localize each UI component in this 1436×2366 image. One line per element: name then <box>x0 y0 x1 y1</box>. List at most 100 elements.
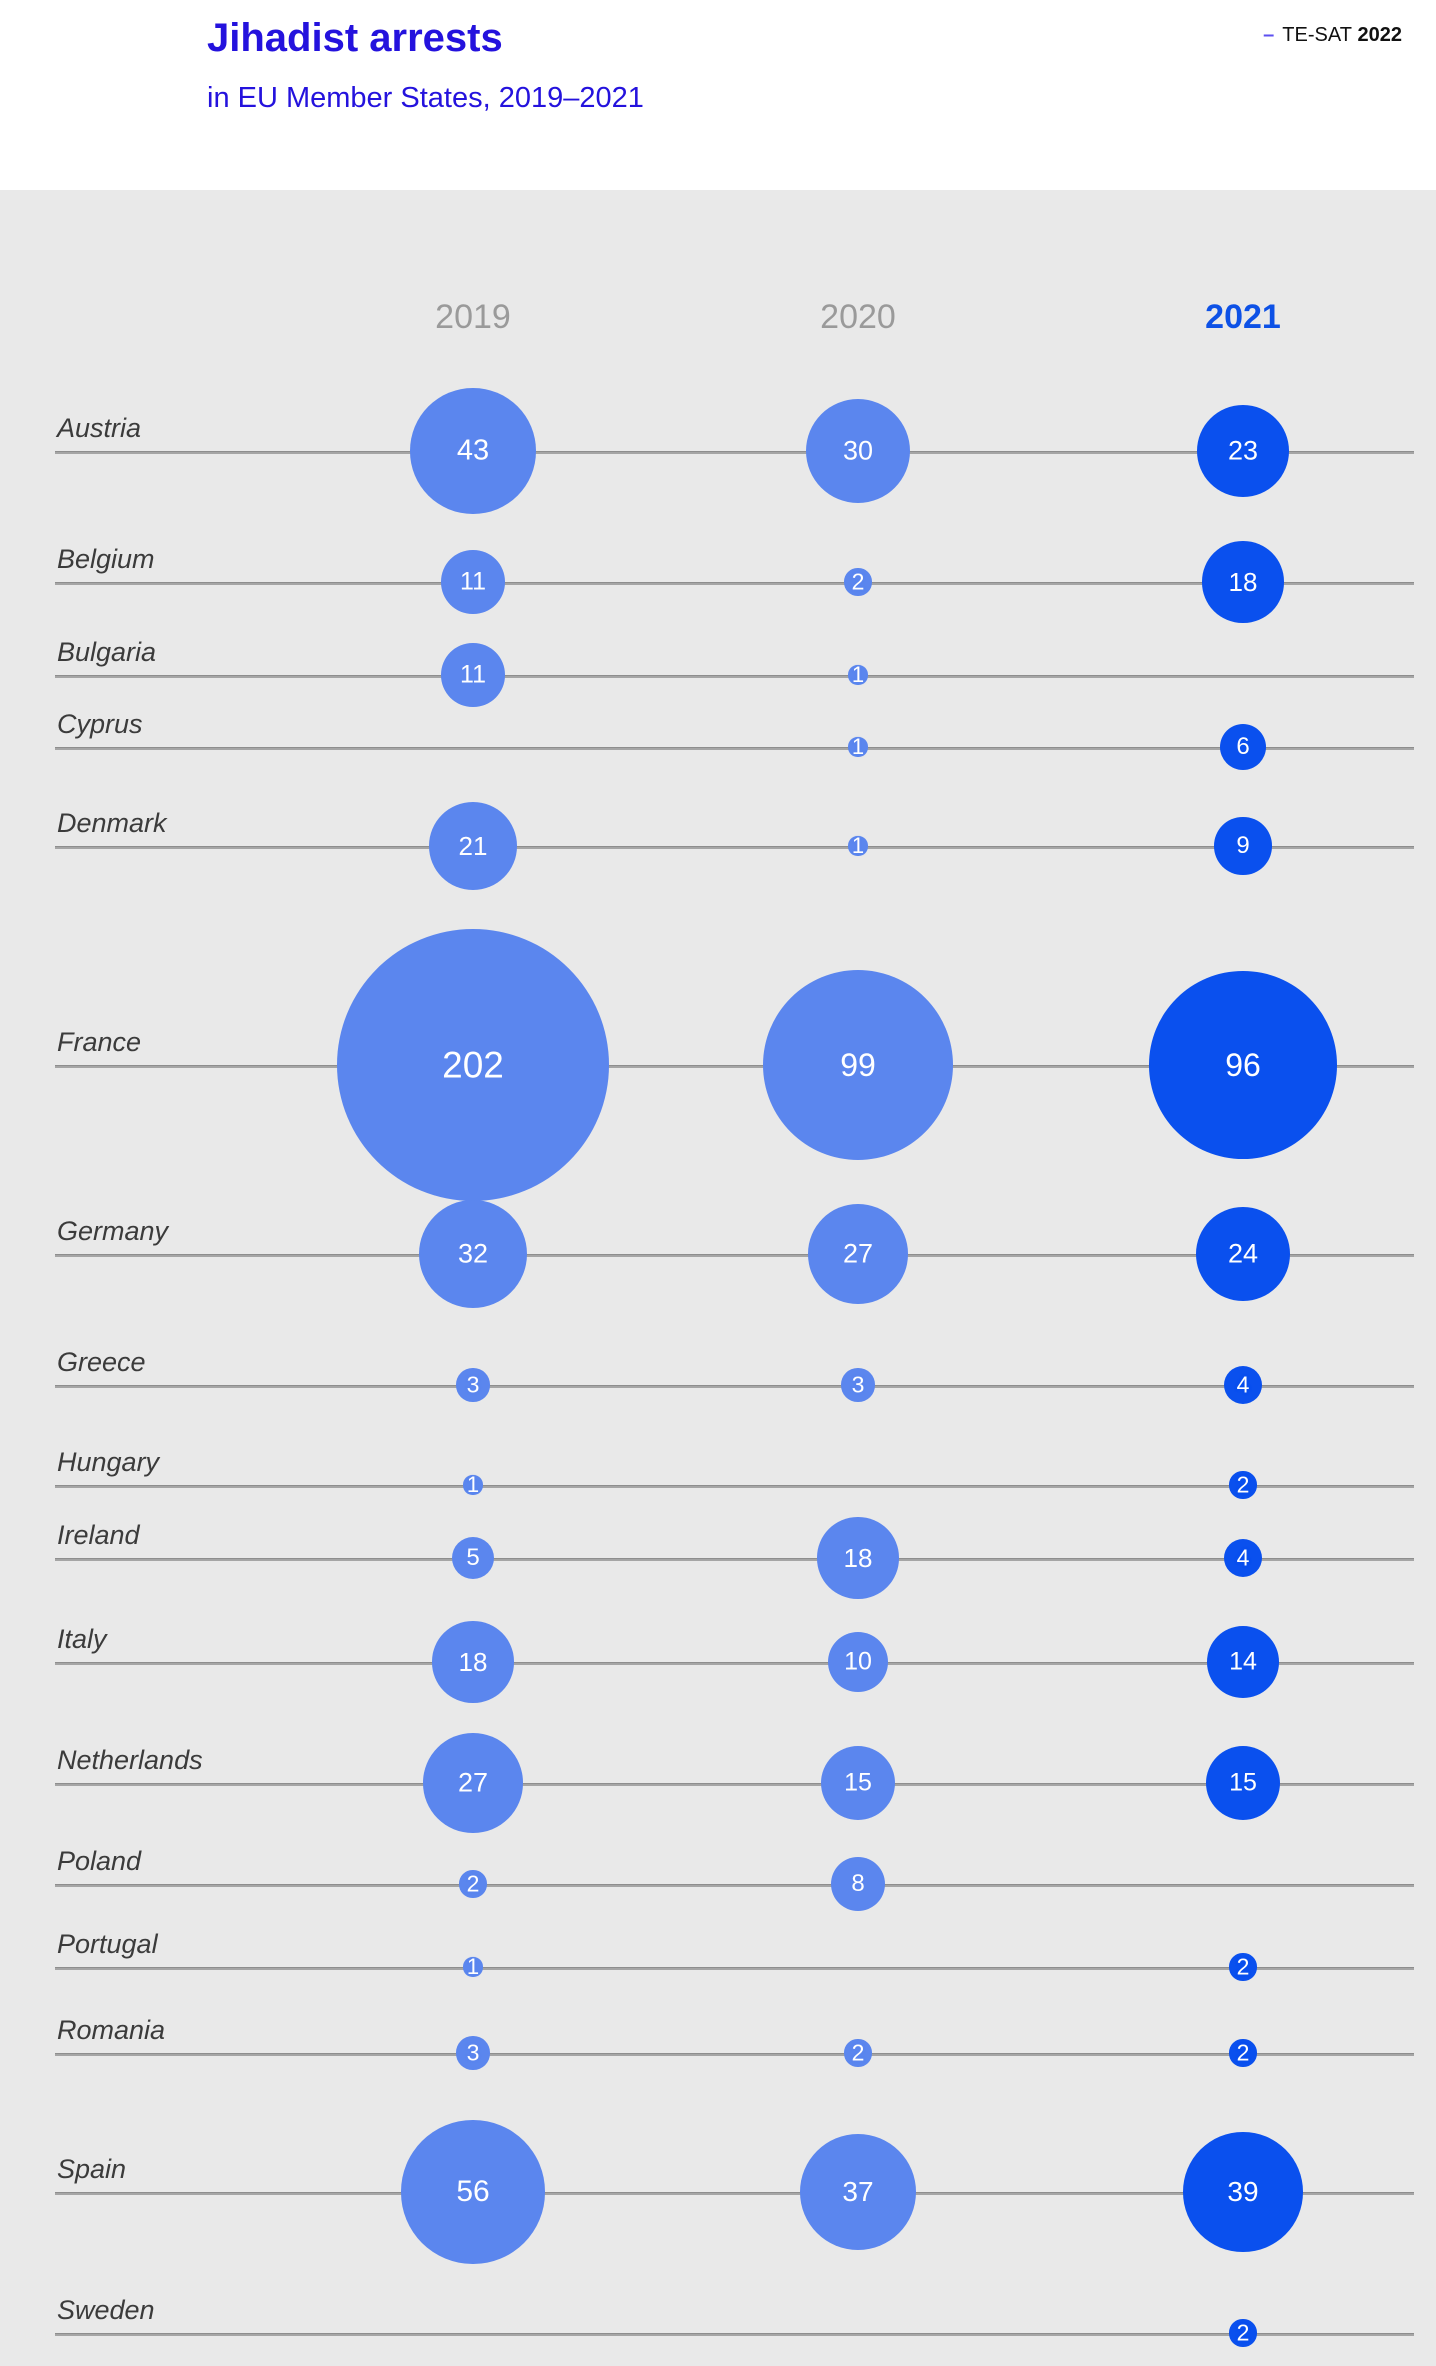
bubble-value-poland-2020: 8 <box>851 1870 865 1897</box>
bubble-germany-2020 <box>808 1204 908 1304</box>
bubble-ireland-2020 <box>817 1517 899 1599</box>
country-label-sweden: Sweden <box>57 2295 155 2325</box>
bubble-value-belgium-2020: 2 <box>851 568 865 595</box>
baseline-greece <box>55 1385 1414 1388</box>
bubble-value-denmark-2020: 1 <box>851 833 865 858</box>
bubble-cyprus-2021 <box>1219 723 1267 771</box>
bubble-chart: 2019 2020 2021 Austria 43 30 23 Belgium 11 2 18… <box>0 190 1436 2366</box>
header: Jihadist arrests in EU Member States, 20… <box>0 0 1436 190</box>
bubble-poland-2019 <box>459 1870 487 1898</box>
baseline-germany <box>55 1254 1414 1257</box>
bubble-germany-2019 <box>418 1199 528 1309</box>
bubble-value-spain-2020: 37 <box>842 2176 874 2207</box>
baseline-portugal <box>55 1967 1414 1970</box>
bubble-bulgaria-2019 <box>441 643 505 707</box>
country-label-denmark: Denmark <box>57 808 167 838</box>
bubble-value-bulgaria-2019: 11 <box>460 660 486 689</box>
baseline-poland <box>55 1884 1414 1887</box>
bubble-italy-2021 <box>1207 1626 1279 1698</box>
bubble-value-germany-2019: 32 <box>457 1238 489 1269</box>
bubble-austria-2019 <box>410 388 536 514</box>
country-label-austria: Austria <box>57 413 142 443</box>
baseline-netherlands <box>55 1783 1414 1786</box>
country-label-bulgaria: Bulgaria <box>57 637 157 667</box>
bubble-austria-2021 <box>1197 405 1289 497</box>
country-label-france: France <box>57 1027 142 1057</box>
bubble-greece-2020 <box>841 1368 875 1402</box>
column-header-2019: 2019 <box>435 298 511 336</box>
bubble-value-italy-2021: 14 <box>1229 1647 1257 1676</box>
bubble-value-romania-2021: 2 <box>1236 2039 1250 2066</box>
bubble-value-ireland-2021: 4 <box>1236 1544 1250 1571</box>
bubble-value-romania-2019: 3 <box>466 2039 480 2066</box>
bubble-ireland-2019 <box>451 1536 495 1580</box>
source-year: 2022 <box>1357 24 1403 46</box>
bubble-value-austria-2020: 30 <box>842 435 874 466</box>
country-label-hungary: Hungary <box>57 1447 160 1477</box>
bubble-netherlands-2020 <box>820 1745 896 1821</box>
baseline-austria <box>55 451 1414 454</box>
page-subtitle: in EU Member States, 2019–2021 <box>207 82 644 114</box>
bubble-belgium-2020 <box>844 568 872 596</box>
source-dash: – <box>1263 24 1275 46</box>
bubble-italy-2019 <box>432 1621 514 1703</box>
page-title: Jihadist arrests <box>207 16 503 60</box>
bubble-romania-2019 <box>456 2036 490 2070</box>
bubble-value-poland-2019: 2 <box>466 1870 480 1897</box>
bubble-value-spain-2021: 39 <box>1227 2176 1259 2207</box>
bubble-value-sweden-2021: 2 <box>1236 2319 1250 2346</box>
bubble-france-2021 <box>1149 971 1337 1159</box>
bubble-value-ireland-2019: 5 <box>466 1544 480 1571</box>
bubble-netherlands-2021 <box>1205 1745 1281 1821</box>
bubble-belgium-2021 <box>1202 541 1284 623</box>
baseline-belgium <box>55 582 1414 585</box>
baseline-italy <box>55 1662 1414 1665</box>
bubble-value-france-2020: 99 <box>840 1047 876 1083</box>
baseline-spain <box>55 2192 1414 2195</box>
country-label-ireland: Ireland <box>57 1520 140 1550</box>
bubble-ireland-2021 <box>1223 1538 1263 1578</box>
bubble-value-greece-2019: 3 <box>466 1371 480 1398</box>
bubble-value-ireland-2020: 18 <box>843 1543 873 1573</box>
bubble-value-belgium-2021: 18 <box>1228 567 1258 597</box>
bubble-belgium-2019 <box>441 550 505 614</box>
bubble-value-bulgaria-2020: 1 <box>851 662 865 687</box>
bubble-value-greece-2021: 4 <box>1236 1371 1250 1398</box>
column-header-2021: 2021 <box>1205 298 1281 336</box>
source-credit: – TE-SAT 2022 <box>1263 24 1402 47</box>
bubble-sweden-2021 <box>1229 2319 1257 2347</box>
bubble-spain-2020 <box>799 2133 917 2251</box>
bubble-value-france-2019: 202 <box>442 1044 504 1086</box>
bubble-value-germany-2021: 24 <box>1227 1238 1259 1269</box>
bubble-value-greece-2020: 3 <box>851 1371 865 1398</box>
bubble-value-spain-2019: 56 <box>456 2175 490 2208</box>
bubble-austria-2020 <box>805 398 911 504</box>
bubble-germany-2021 <box>1196 1207 1290 1301</box>
bubble-hungary-2021 <box>1229 1471 1257 1499</box>
baseline-france <box>55 1065 1414 1068</box>
country-label-netherlands: Netherlands <box>57 1745 203 1775</box>
bubble-value-hungary-2019: 1 <box>466 1472 480 1497</box>
baseline-ireland <box>55 1558 1414 1561</box>
bubble-bulgaria-2020 <box>848 665 868 685</box>
country-label-romania: Romania <box>57 2015 166 2045</box>
baseline-bulgaria <box>55 675 1414 678</box>
bubble-spain-2019 <box>401 2120 545 2264</box>
bubble-value-netherlands-2020: 15 <box>844 1768 872 1797</box>
bubble-value-denmark-2019: 21 <box>458 831 488 861</box>
bubble-value-belgium-2019: 11 <box>460 567 486 596</box>
bubble-spain-2021 <box>1183 2132 1303 2252</box>
bubble-greece-2021 <box>1223 1365 1263 1405</box>
baseline-denmark <box>55 846 1414 849</box>
bubble-romania-2021 <box>1229 2039 1257 2067</box>
country-label-italy: Italy <box>57 1624 107 1654</box>
bubble-value-netherlands-2021: 15 <box>1229 1768 1257 1797</box>
bubble-value-romania-2020: 2 <box>851 2039 865 2066</box>
bubble-value-denmark-2021: 9 <box>1236 832 1250 859</box>
bubble-denmark-2019 <box>429 802 517 890</box>
bubble-value-hungary-2021: 2 <box>1236 1471 1250 1498</box>
bubble-france-2020 <box>762 969 954 1161</box>
bubble-france-2019 <box>336 928 609 1201</box>
bubble-cyprus-2020 <box>848 737 868 757</box>
